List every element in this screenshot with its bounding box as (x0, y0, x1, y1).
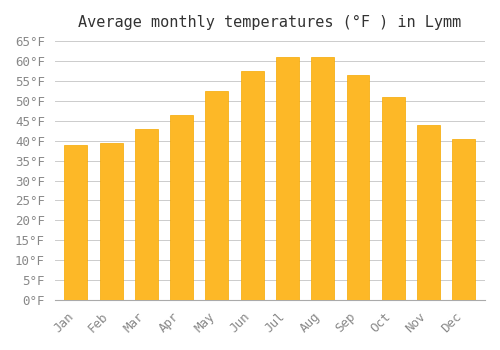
Bar (417, 125, 440, 300)
Title: Average monthly temperatures (°F ) in Lymm: Average monthly temperatures (°F ) in Ly… (78, 15, 462, 30)
Bar (346, 75, 370, 300)
Bar (206, 91, 229, 300)
Bar (170, 115, 193, 300)
Bar (312, 57, 334, 300)
Bar (64, 145, 88, 300)
Bar (276, 57, 299, 300)
Bar (100, 142, 122, 300)
Bar (452, 139, 475, 300)
Bar (382, 97, 405, 300)
Bar (241, 71, 264, 300)
Bar (135, 129, 158, 300)
